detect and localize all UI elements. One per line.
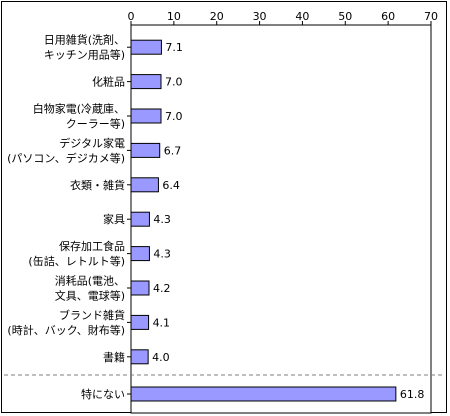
bar-value-label: 4.3 [153, 248, 171, 261]
category-label: 文具、電球等) [55, 289, 125, 303]
category-label: 衣類・雑貨 [70, 178, 125, 192]
plot-border [130, 24, 432, 414]
bar [130, 314, 150, 330]
bar-value-label: 7.1 [165, 41, 183, 54]
category-label: キッチン用品等) [44, 48, 125, 62]
bar [130, 108, 162, 124]
bar [130, 177, 159, 193]
category-label: (缶詰、レトルト等) [28, 254, 125, 268]
bar-value-label: 61.8 [400, 388, 425, 401]
bar [130, 74, 162, 90]
bar-value-label: 6.7 [164, 144, 182, 157]
plot-area: 7.1 7.0 7.0 6.7 6.4 4.3 4.3 4.2 4.1 4.0 61.8 [4, 24, 444, 414]
category-label: 家具 [103, 212, 125, 226]
bar-value-label: 7.0 [165, 110, 183, 123]
category-label: デジタル家電 [59, 136, 125, 150]
bar-value-label: 4.2 [153, 282, 171, 295]
bar [130, 211, 150, 227]
category-label: (パソコン、デジカメ等) [7, 151, 125, 165]
category-label: (時計、バック、財布等) [7, 323, 125, 337]
category-label: 特にない [81, 387, 125, 401]
bar [130, 280, 150, 296]
category-label: 白物家電(冷蔵庫、 [33, 102, 125, 116]
category-label: クーラー等) [66, 117, 125, 131]
bar-value-label: 4.3 [153, 213, 171, 226]
x-tick-label: 30 [253, 10, 267, 23]
x-tick-label: 10 [167, 10, 181, 23]
x-tick-label: 70 [424, 10, 438, 23]
x-axis-ticks: 0 10 20 30 40 50 60 70 [128, 10, 438, 25]
bar-value-label: 4.1 [153, 316, 171, 329]
bar [130, 386, 397, 402]
x-tick-label: 40 [295, 10, 309, 23]
bar [130, 246, 150, 262]
category-label: 保存加工食品 [59, 239, 125, 253]
x-tick-label: 60 [381, 10, 395, 23]
category-label: ブランド雑貨 [59, 308, 125, 322]
x-tick-label: 0 [128, 10, 135, 23]
bar [130, 39, 162, 55]
category-label: 消耗品(電池、 [55, 274, 125, 288]
bar-value-label: 4.0 [152, 351, 170, 364]
bar [130, 142, 161, 158]
category-label: 日用雑貨(洗剤、 [44, 33, 125, 47]
bar [130, 349, 149, 365]
category-label: 書籍 [103, 350, 125, 364]
bar-value-label: 7.0 [165, 76, 183, 89]
category-label: 化粧品 [92, 75, 125, 89]
x-tick-label: 20 [210, 10, 224, 23]
bar-value-label: 6.4 [162, 179, 180, 192]
x-tick-label: 50 [338, 10, 352, 23]
